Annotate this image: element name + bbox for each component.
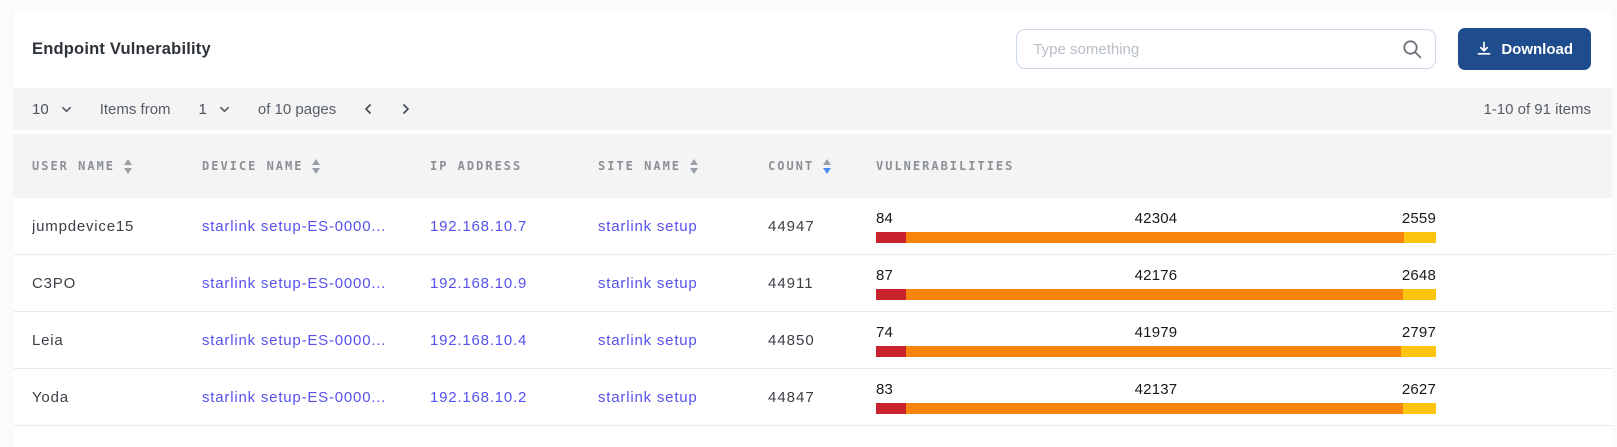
high-count: 42137	[1134, 380, 1178, 398]
column-header-count[interactable]: COUNT	[768, 158, 876, 174]
column-header-site-name[interactable]: SITE NAME	[598, 158, 768, 174]
bar-medium	[1404, 231, 1436, 243]
bar-high	[906, 288, 1403, 300]
table-row: jumpdevice15 starlink setup-ES-0000... 1…	[14, 198, 1612, 255]
user-name-cell: C3PO	[32, 274, 77, 292]
count-cell: 44911	[768, 274, 814, 292]
bar-critical	[876, 288, 907, 300]
critical-count: 84	[876, 209, 894, 227]
vulnerability-values: 83 42137 2627	[876, 381, 1436, 398]
endpoint-vulnerability-panel: Endpoint Vulnerability Download 10 Items…	[14, 10, 1612, 447]
table-header-row: USER NAME DEVICE NAME IP ADDRESS SITE NA…	[14, 134, 1612, 198]
site-name-link[interactable]: starlink setup	[598, 388, 698, 406]
bar-critical	[876, 231, 907, 243]
stacked-bar	[876, 288, 1436, 300]
medium-count: 2797	[1401, 323, 1436, 341]
user-name-cell: jumpdevice15	[32, 217, 135, 235]
items-from-label: Items from	[99, 100, 171, 118]
vulnerability-values: 87 42176 2648	[876, 267, 1436, 284]
download-button[interactable]: Download	[1458, 28, 1591, 70]
column-header-device-name[interactable]: DEVICE NAME	[202, 158, 430, 174]
high-count: 41979	[1134, 323, 1178, 341]
ip-address-link[interactable]: 192.168.10.4	[430, 331, 528, 349]
sort-icon[interactable]	[124, 158, 133, 174]
column-header-vulnerabilities: VULNERABILITIES	[876, 159, 1594, 173]
vulnerability-bar: 74 41979 2797	[876, 324, 1436, 357]
pagination-bar: 10 Items from 1 of 10 pages 1-10 of 91 i…	[14, 88, 1612, 130]
chevron-right-icon[interactable]	[400, 103, 412, 115]
bar-medium	[1402, 288, 1436, 300]
vulnerability-bar: 84 42304 2559	[876, 210, 1436, 243]
page-title: Endpoint Vulnerability	[32, 39, 211, 58]
bar-critical	[876, 345, 907, 357]
medium-count: 2627	[1401, 380, 1436, 398]
panel-header: Endpoint Vulnerability Download	[14, 10, 1612, 88]
critical-count: 87	[876, 266, 894, 284]
count-cell: 44850	[768, 331, 815, 349]
page-size-value: 10	[32, 100, 49, 118]
items-range-label: 1-10 of 91 items	[1483, 100, 1591, 118]
count-cell: 44947	[768, 217, 815, 235]
ip-address-link[interactable]: 192.168.10.2	[430, 388, 528, 406]
page-select[interactable]: 1	[199, 101, 230, 118]
column-header-user-name[interactable]: USER NAME	[32, 158, 202, 174]
device-name-link[interactable]: starlink setup-ES-0000...	[202, 331, 387, 349]
search-icon[interactable]	[1402, 39, 1422, 59]
column-label: IP ADDRESS	[430, 159, 523, 173]
user-name-cell: Yoda	[32, 388, 69, 406]
table-row: C3PO starlink setup-ES-0000... 192.168.1…	[14, 255, 1612, 312]
critical-count: 83	[876, 380, 894, 398]
chevron-down-icon	[219, 106, 229, 112]
chevron-left-icon[interactable]	[362, 103, 374, 115]
site-name-link[interactable]: starlink setup	[598, 217, 698, 235]
download-icon	[1477, 41, 1491, 55]
stacked-bar	[876, 345, 1436, 357]
download-button-label: Download	[1501, 40, 1573, 58]
chevron-down-icon	[61, 106, 71, 112]
sort-icon[interactable]	[312, 158, 321, 174]
sort-icon-active-desc[interactable]	[823, 158, 832, 174]
site-name-link[interactable]: starlink setup	[598, 331, 698, 349]
page-size-select[interactable]: 10	[32, 101, 72, 118]
total-pages-label: of 10 pages	[257, 100, 337, 118]
stacked-bar	[876, 231, 1436, 243]
critical-count: 74	[876, 323, 894, 341]
bar-medium	[1401, 345, 1436, 357]
bar-high	[906, 231, 1405, 243]
column-label: VULNERABILITIES	[876, 159, 1015, 173]
high-count: 42176	[1134, 266, 1178, 284]
current-page-value: 1	[198, 100, 207, 118]
sort-icon[interactable]	[690, 158, 699, 174]
ip-address-link[interactable]: 192.168.10.7	[430, 217, 528, 235]
stacked-bar	[876, 402, 1436, 414]
bar-high	[906, 402, 1404, 414]
site-name-link[interactable]: starlink setup	[598, 274, 698, 292]
bar-high	[906, 345, 1402, 357]
table-row: Leia starlink setup-ES-0000... 192.168.1…	[14, 312, 1612, 369]
medium-count: 2648	[1401, 266, 1436, 284]
column-label: COUNT	[768, 159, 815, 173]
table-row: Yoda starlink setup-ES-0000... 192.168.1…	[14, 369, 1612, 426]
vulnerability-bar: 87 42176 2648	[876, 267, 1436, 300]
vulnerability-values: 84 42304 2559	[876, 210, 1436, 227]
column-label: USER NAME	[32, 159, 116, 173]
device-name-link[interactable]: starlink setup-ES-0000...	[202, 388, 387, 406]
ip-address-link[interactable]: 192.168.10.9	[430, 274, 528, 292]
count-cell: 44847	[768, 388, 815, 406]
column-header-ip-address: IP ADDRESS	[430, 159, 598, 173]
high-count: 42304	[1134, 209, 1178, 227]
column-label: SITE NAME	[598, 159, 682, 173]
user-name-cell: Leia	[32, 331, 64, 349]
search-box	[1016, 29, 1437, 69]
column-label: DEVICE NAME	[202, 159, 304, 173]
vulnerability-values: 74 41979 2797	[876, 324, 1436, 341]
search-input[interactable]	[1016, 29, 1437, 69]
bar-critical	[876, 402, 907, 414]
device-name-link[interactable]: starlink setup-ES-0000...	[202, 274, 387, 292]
vulnerability-bar: 83 42137 2627	[876, 381, 1436, 414]
medium-count: 2559	[1401, 209, 1436, 227]
bar-medium	[1403, 402, 1436, 414]
device-name-link[interactable]: starlink setup-ES-0000...	[202, 217, 387, 235]
